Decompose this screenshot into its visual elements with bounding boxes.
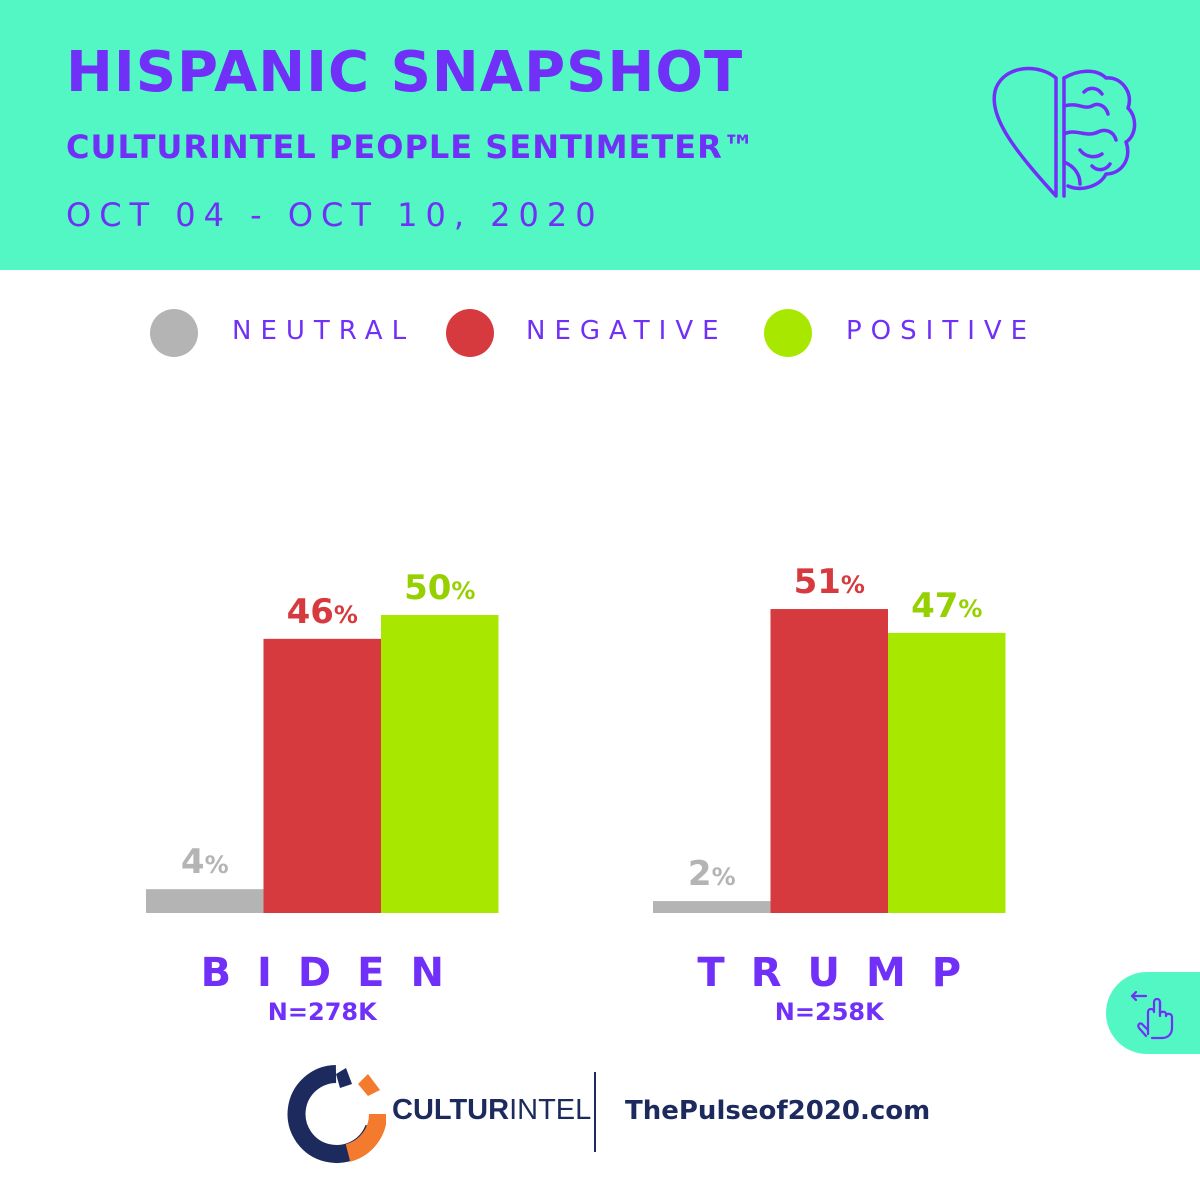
data-label-trump-neutral: 2% <box>688 854 736 894</box>
bar-biden-positive <box>381 615 499 913</box>
bar-biden-negative <box>263 638 381 913</box>
category-label-biden: BIDEN <box>201 950 470 996</box>
bar-trump-positive <box>888 632 1006 913</box>
logo-text-light: INTEL <box>509 1094 592 1126</box>
data-label-trump-positive: 47% <box>911 586 982 626</box>
data-label-biden-negative: 46% <box>287 592 358 632</box>
legend-label-negative: NEGATIVE <box>526 316 728 346</box>
data-label-biden-neutral: 4% <box>181 842 229 882</box>
bar-trump-negative <box>770 609 888 913</box>
legend-swatch-positive <box>764 309 812 357</box>
swipe-hand-icon <box>1130 990 1174 1040</box>
chart-legend: NEUTRAL NEGATIVE POSITIVE <box>0 308 1200 358</box>
header-banner: HISPANIC SNAPSHOT CULTURINTEL PEOPLE SEN… <box>0 0 1200 270</box>
data-label-biden-positive: 50% <box>404 568 475 608</box>
logo-text-bold: CULTUR <box>392 1094 510 1126</box>
sample-size-biden: N=278K <box>268 998 378 1026</box>
heart-brain-icon <box>992 66 1137 198</box>
culturintel-logo-text: CULTURINTEL <box>392 1094 591 1127</box>
date-range: OCT 04 - OCT 10, 2020 <box>66 196 604 234</box>
culturintel-logo-icon <box>287 1065 386 1163</box>
website-link[interactable]: ThePulseof2020.com <box>625 1096 931 1126</box>
legend-label-neutral: NEUTRAL <box>232 316 416 346</box>
bar-trump-neutral <box>653 901 771 913</box>
legend-label-positive: POSITIVE <box>846 316 1037 346</box>
data-label-trump-negative: 51% <box>794 562 865 602</box>
footer-divider <box>594 1072 596 1152</box>
page-subtitle: CULTURINTEL PEOPLE SENTIMETER™ <box>66 128 756 166</box>
swipe-button[interactable] <box>1106 972 1200 1054</box>
legend-swatch-neutral <box>150 309 198 357</box>
sample-size-trump: N=258K <box>775 998 885 1026</box>
category-label-trump: TRUMP <box>697 950 987 996</box>
bar-biden-neutral <box>146 889 264 913</box>
page-title: HISPANIC SNAPSHOT <box>66 40 744 105</box>
legend-swatch-negative <box>446 309 494 357</box>
